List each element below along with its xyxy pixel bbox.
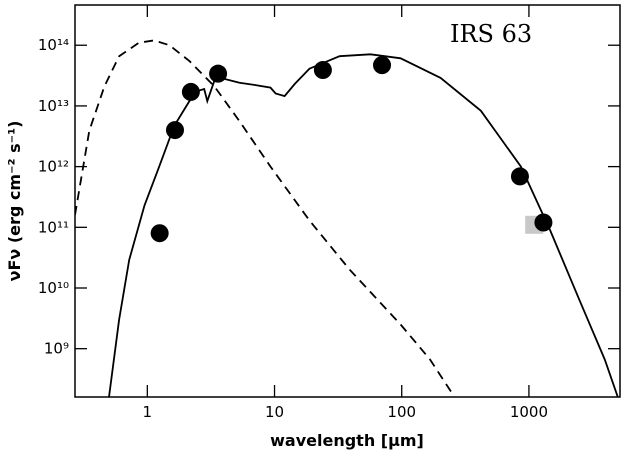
- y-tick-label: 10¹³: [38, 97, 69, 115]
- y-tick-label: 10¹¹: [38, 218, 69, 236]
- y-tick-label: 10¹⁴: [38, 36, 69, 54]
- data-point: [181, 82, 200, 101]
- y-tick-label: 10¹⁰: [38, 279, 69, 297]
- x-tick-label: 1: [143, 403, 153, 421]
- data-point: [209, 64, 228, 83]
- y-tick-label: 10¹²: [38, 158, 69, 176]
- x-tick-label: 10: [265, 403, 284, 421]
- x-axis-label: wavelength [μm]: [270, 431, 424, 450]
- plot-frame: [74, 4, 621, 398]
- data-point: [510, 167, 529, 186]
- model-curve: [75, 39, 456, 397]
- data-point: [373, 56, 392, 75]
- data-point: [534, 213, 553, 232]
- x-tick-label: 1000: [510, 403, 548, 421]
- x-tick-label: 100: [387, 403, 416, 421]
- data-point: [150, 224, 169, 243]
- y-axis-label: νFν (erg cm⁻² s⁻¹): [5, 121, 24, 282]
- annotation: IRS 63: [450, 20, 532, 48]
- plot-layer: 1 10 100 1000 10⁹ 10¹⁰ 10¹¹ 10¹² 10¹³ 10¹⁴: [38, 5, 620, 421]
- data-point: [165, 121, 184, 140]
- model-curve: [108, 53, 619, 397]
- y-tick-label: 10⁹: [44, 340, 69, 358]
- data-point: [313, 61, 332, 80]
